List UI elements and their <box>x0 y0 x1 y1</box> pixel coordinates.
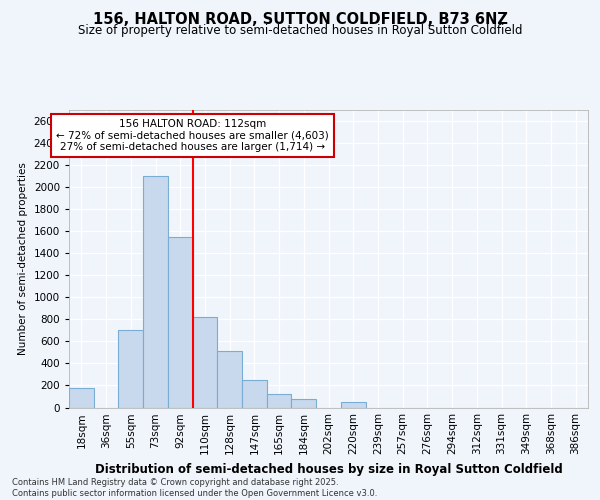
Text: Size of property relative to semi-detached houses in Royal Sutton Coldfield: Size of property relative to semi-detach… <box>78 24 522 37</box>
Bar <box>143 176 168 408</box>
Bar <box>292 399 316 407</box>
Bar <box>217 352 242 408</box>
Bar <box>193 316 217 408</box>
Bar <box>267 394 292 407</box>
Bar <box>118 330 143 407</box>
Bar <box>69 388 94 407</box>
Text: Contains HM Land Registry data © Crown copyright and database right 2025.
Contai: Contains HM Land Registry data © Crown c… <box>12 478 377 498</box>
Bar <box>341 402 365 407</box>
X-axis label: Distribution of semi-detached houses by size in Royal Sutton Coldfield: Distribution of semi-detached houses by … <box>95 463 562 476</box>
Y-axis label: Number of semi-detached properties: Number of semi-detached properties <box>18 162 28 355</box>
Text: 156 HALTON ROAD: 112sqm
← 72% of semi-detached houses are smaller (4,603)
27% of: 156 HALTON ROAD: 112sqm ← 72% of semi-de… <box>56 119 329 152</box>
Bar <box>168 236 193 408</box>
Bar <box>242 380 267 407</box>
Text: 156, HALTON ROAD, SUTTON COLDFIELD, B73 6NZ: 156, HALTON ROAD, SUTTON COLDFIELD, B73 … <box>92 12 508 28</box>
